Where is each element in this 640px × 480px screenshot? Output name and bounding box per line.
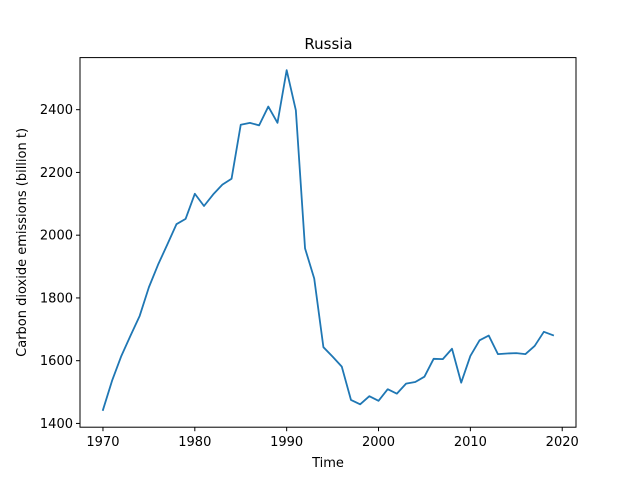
- y-tick-label: 1400: [40, 417, 73, 432]
- y-axis: 1400 1600 1800 2000 2200 2400: [40, 103, 80, 432]
- x-axis: 1970 1980 1990 2000 2010 2020: [86, 427, 579, 450]
- x-tick-label: 2020: [546, 435, 579, 450]
- series-line: [101, 69, 555, 412]
- y-tick-label: 1800: [40, 291, 73, 306]
- plot-area: [79, 57, 577, 428]
- y-tick-label: 2400: [40, 103, 73, 118]
- x-tick-label: 2000: [362, 435, 395, 450]
- x-tick-label: 1980: [178, 435, 211, 450]
- x-tick-label: 1970: [86, 435, 119, 450]
- y-tick-label: 2200: [40, 166, 73, 181]
- y-tick-label: 1600: [40, 354, 73, 369]
- x-axis-label: Time: [311, 456, 344, 471]
- y-tick-label: 2000: [40, 229, 73, 244]
- x-tick-label: 2010: [454, 435, 487, 450]
- x-tick-label: 1990: [270, 435, 303, 450]
- series-layer: [101, 69, 555, 412]
- axes-frame: [79, 57, 577, 428]
- chart-title: Russia: [304, 35, 352, 53]
- y-axis-label: Carbon dioxide emissions (billion t): [15, 128, 30, 357]
